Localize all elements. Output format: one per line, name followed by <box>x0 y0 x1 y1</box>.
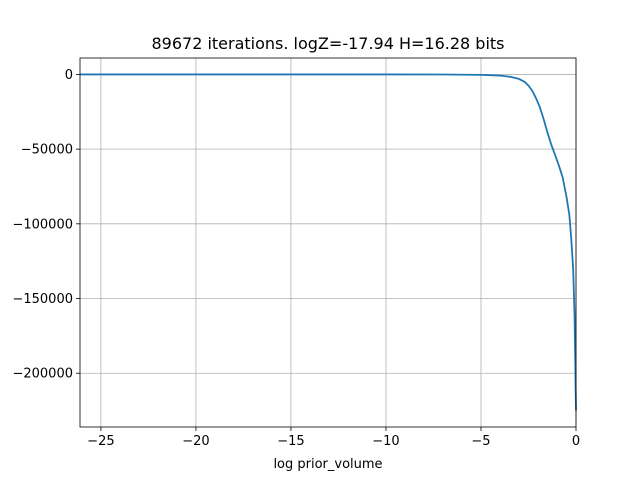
x-tick-label: −20 <box>182 434 209 449</box>
y-tick-label: −150000 <box>12 292 73 307</box>
y-tick-label: 0 <box>65 68 73 83</box>
ticks: −25 −20 −15 −10 −5 0 0 −50000 −100000 −150000 −200… <box>12 68 580 449</box>
y-tick-label: −200000 <box>12 367 73 382</box>
y-tick-label: −50000 <box>21 143 73 158</box>
x-tick-label: −15 <box>277 434 304 449</box>
y-tick-label: −100000 <box>12 217 73 232</box>
series-layer <box>80 73 577 411</box>
x-tick-label: −10 <box>372 434 399 449</box>
x-axis-label: log prior_volume <box>273 457 382 472</box>
plot-frame <box>79 57 577 428</box>
x-tick-label: −25 <box>87 434 114 449</box>
series-line <box>80 73 577 411</box>
x-tick-label: 0 <box>572 434 580 449</box>
chart-title: 89672 iterations. logZ=-17.94 H=16.28 bi… <box>151 34 504 53</box>
x-tick-label: −5 <box>471 434 490 449</box>
